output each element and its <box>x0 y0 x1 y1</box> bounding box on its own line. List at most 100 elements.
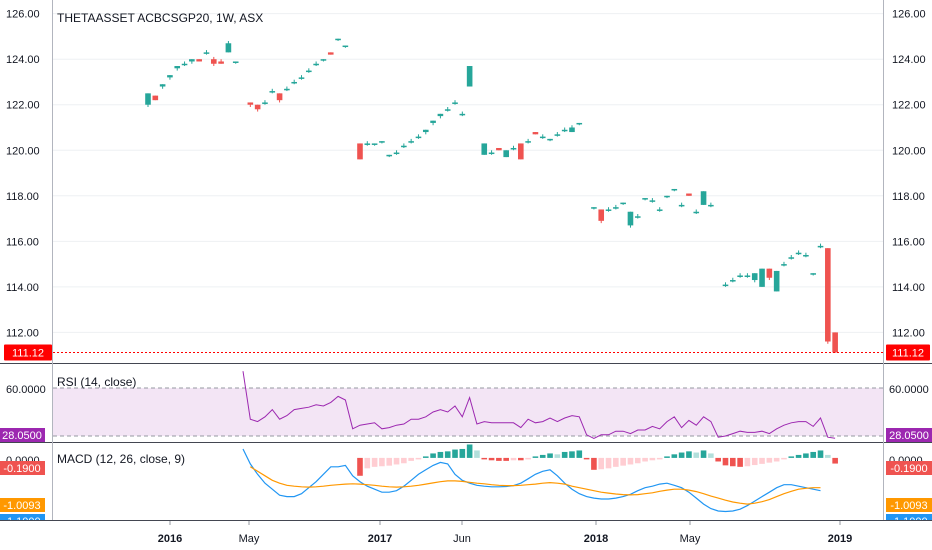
candle-body <box>554 134 561 136</box>
time-axis: 2016 May 2017 Jun 2018 May 2019 <box>158 521 852 545</box>
candle-body <box>488 152 495 155</box>
histogram-bar <box>773 457 780 462</box>
histogram-value-tag-left <box>0 461 45 475</box>
candle-body <box>803 254 809 257</box>
candle-body <box>364 143 371 145</box>
rsi-value-right: 28.0500 <box>889 430 929 442</box>
histogram-bar <box>722 457 729 466</box>
histogram-bar <box>766 457 773 463</box>
candle-body <box>269 91 276 93</box>
candle-body <box>759 268 765 287</box>
signal-value-tag-right <box>886 498 932 512</box>
histogram-bar <box>415 457 422 460</box>
candle-body <box>189 59 195 62</box>
candle-body <box>656 209 663 211</box>
histogram-bar <box>379 457 385 467</box>
rsi-tick-right: 60.0000 <box>889 384 929 396</box>
histogram-bar <box>751 457 758 466</box>
price-tick-label-right: 120.00 <box>892 145 926 157</box>
candle-body <box>671 188 678 191</box>
rsi-value-left: 28.0500 <box>2 430 42 442</box>
price-pane[interactable]: 126.00 126.00 124.00 124.00 122.00 122.00 120.… <box>4 9 930 361</box>
chart-title: THETAASSET ACBCSGP20, 1W, ASX <box>57 11 263 25</box>
time-axis-label: May <box>239 533 260 545</box>
histogram-bar <box>737 457 743 467</box>
price-tick-label-right: 112.00 <box>892 327 925 339</box>
candle-body <box>649 200 656 202</box>
histogram-bar <box>817 450 824 458</box>
candle-body <box>408 141 414 143</box>
price-tick-label-left: 114.00 <box>6 282 39 294</box>
candle-body <box>773 270 780 292</box>
candle-body <box>832 332 838 353</box>
rsi-pane[interactable]: RSI (14, close) 60.0000 60.0000 28.0500 … <box>0 371 932 442</box>
rsi-value-tag-right <box>886 428 932 442</box>
rsi-value-tag-left <box>0 428 45 442</box>
histogram-bar <box>649 457 656 461</box>
price-tick-label-right: 126.00 <box>892 9 926 21</box>
candle-body <box>700 191 707 205</box>
candle-body <box>686 193 692 196</box>
histogram-bar <box>686 451 692 458</box>
histogram-bar <box>408 457 414 461</box>
histogram-bar <box>474 450 480 458</box>
histogram-bar <box>539 454 546 458</box>
candle-body <box>437 113 444 117</box>
histogram-bar <box>503 457 509 461</box>
candle-body <box>744 275 751 277</box>
rsi-line <box>242 371 836 439</box>
rsi-label: RSI (14, close) <box>57 375 136 389</box>
histogram-bar <box>576 450 583 458</box>
candle-body <box>306 70 312 73</box>
candle-body <box>152 95 159 101</box>
signal-value-right: -1.0093 <box>890 500 927 512</box>
histogram-bar <box>803 453 809 458</box>
histogram-bar <box>518 457 524 461</box>
histogram-bar <box>715 457 721 462</box>
candle-body <box>518 143 524 160</box>
time-axis-label: 2019 <box>828 533 852 545</box>
histogram-bar <box>554 454 561 458</box>
candle-body <box>795 252 802 255</box>
histogram-bar <box>569 451 575 458</box>
histogram-bar <box>459 448 466 458</box>
candle-body <box>693 211 700 214</box>
time-axis-label: 2016 <box>158 533 182 545</box>
histogram-bar <box>444 451 451 458</box>
histogram-bar <box>466 444 473 458</box>
candle-body <box>203 52 210 54</box>
candles <box>145 38 838 353</box>
price-tick-label-left: 118.00 <box>6 191 39 203</box>
candle-body <box>386 154 393 157</box>
rsi-tick-left: 60.0000 <box>6 384 46 396</box>
macd-pane[interactable]: 0.0000 0.0000 MACD (12, 26, close, 9) -0… <box>0 444 932 528</box>
histogram-bar <box>532 456 539 458</box>
histogram-bar <box>671 454 678 458</box>
histogram-bar <box>678 452 685 458</box>
histogram-value-tag-right <box>886 461 932 475</box>
candle-body <box>335 38 341 41</box>
candle-body <box>496 147 502 151</box>
candle-body <box>327 52 334 55</box>
candle-body <box>393 152 400 155</box>
candle-body <box>481 143 488 155</box>
histogram-bar <box>364 457 371 469</box>
time-axis-label: 2017 <box>368 533 392 545</box>
histogram-bar <box>357 457 363 476</box>
last-price-tag-right <box>886 344 930 361</box>
candle-body <box>225 43 232 53</box>
candle-body <box>751 273 758 281</box>
candle-body <box>634 216 641 218</box>
histogram-bar <box>525 457 531 460</box>
histogram-bar <box>744 457 751 467</box>
candle-body <box>401 145 407 148</box>
signal-value-left: -1.0093 <box>3 500 40 512</box>
candle-body <box>678 204 685 207</box>
histogram-bar <box>430 453 436 458</box>
candle-body <box>430 120 436 123</box>
time-axis-label: Jun <box>453 533 471 545</box>
candle-body <box>627 211 634 226</box>
candle-body <box>422 129 429 133</box>
histogram-bar <box>656 457 663 460</box>
